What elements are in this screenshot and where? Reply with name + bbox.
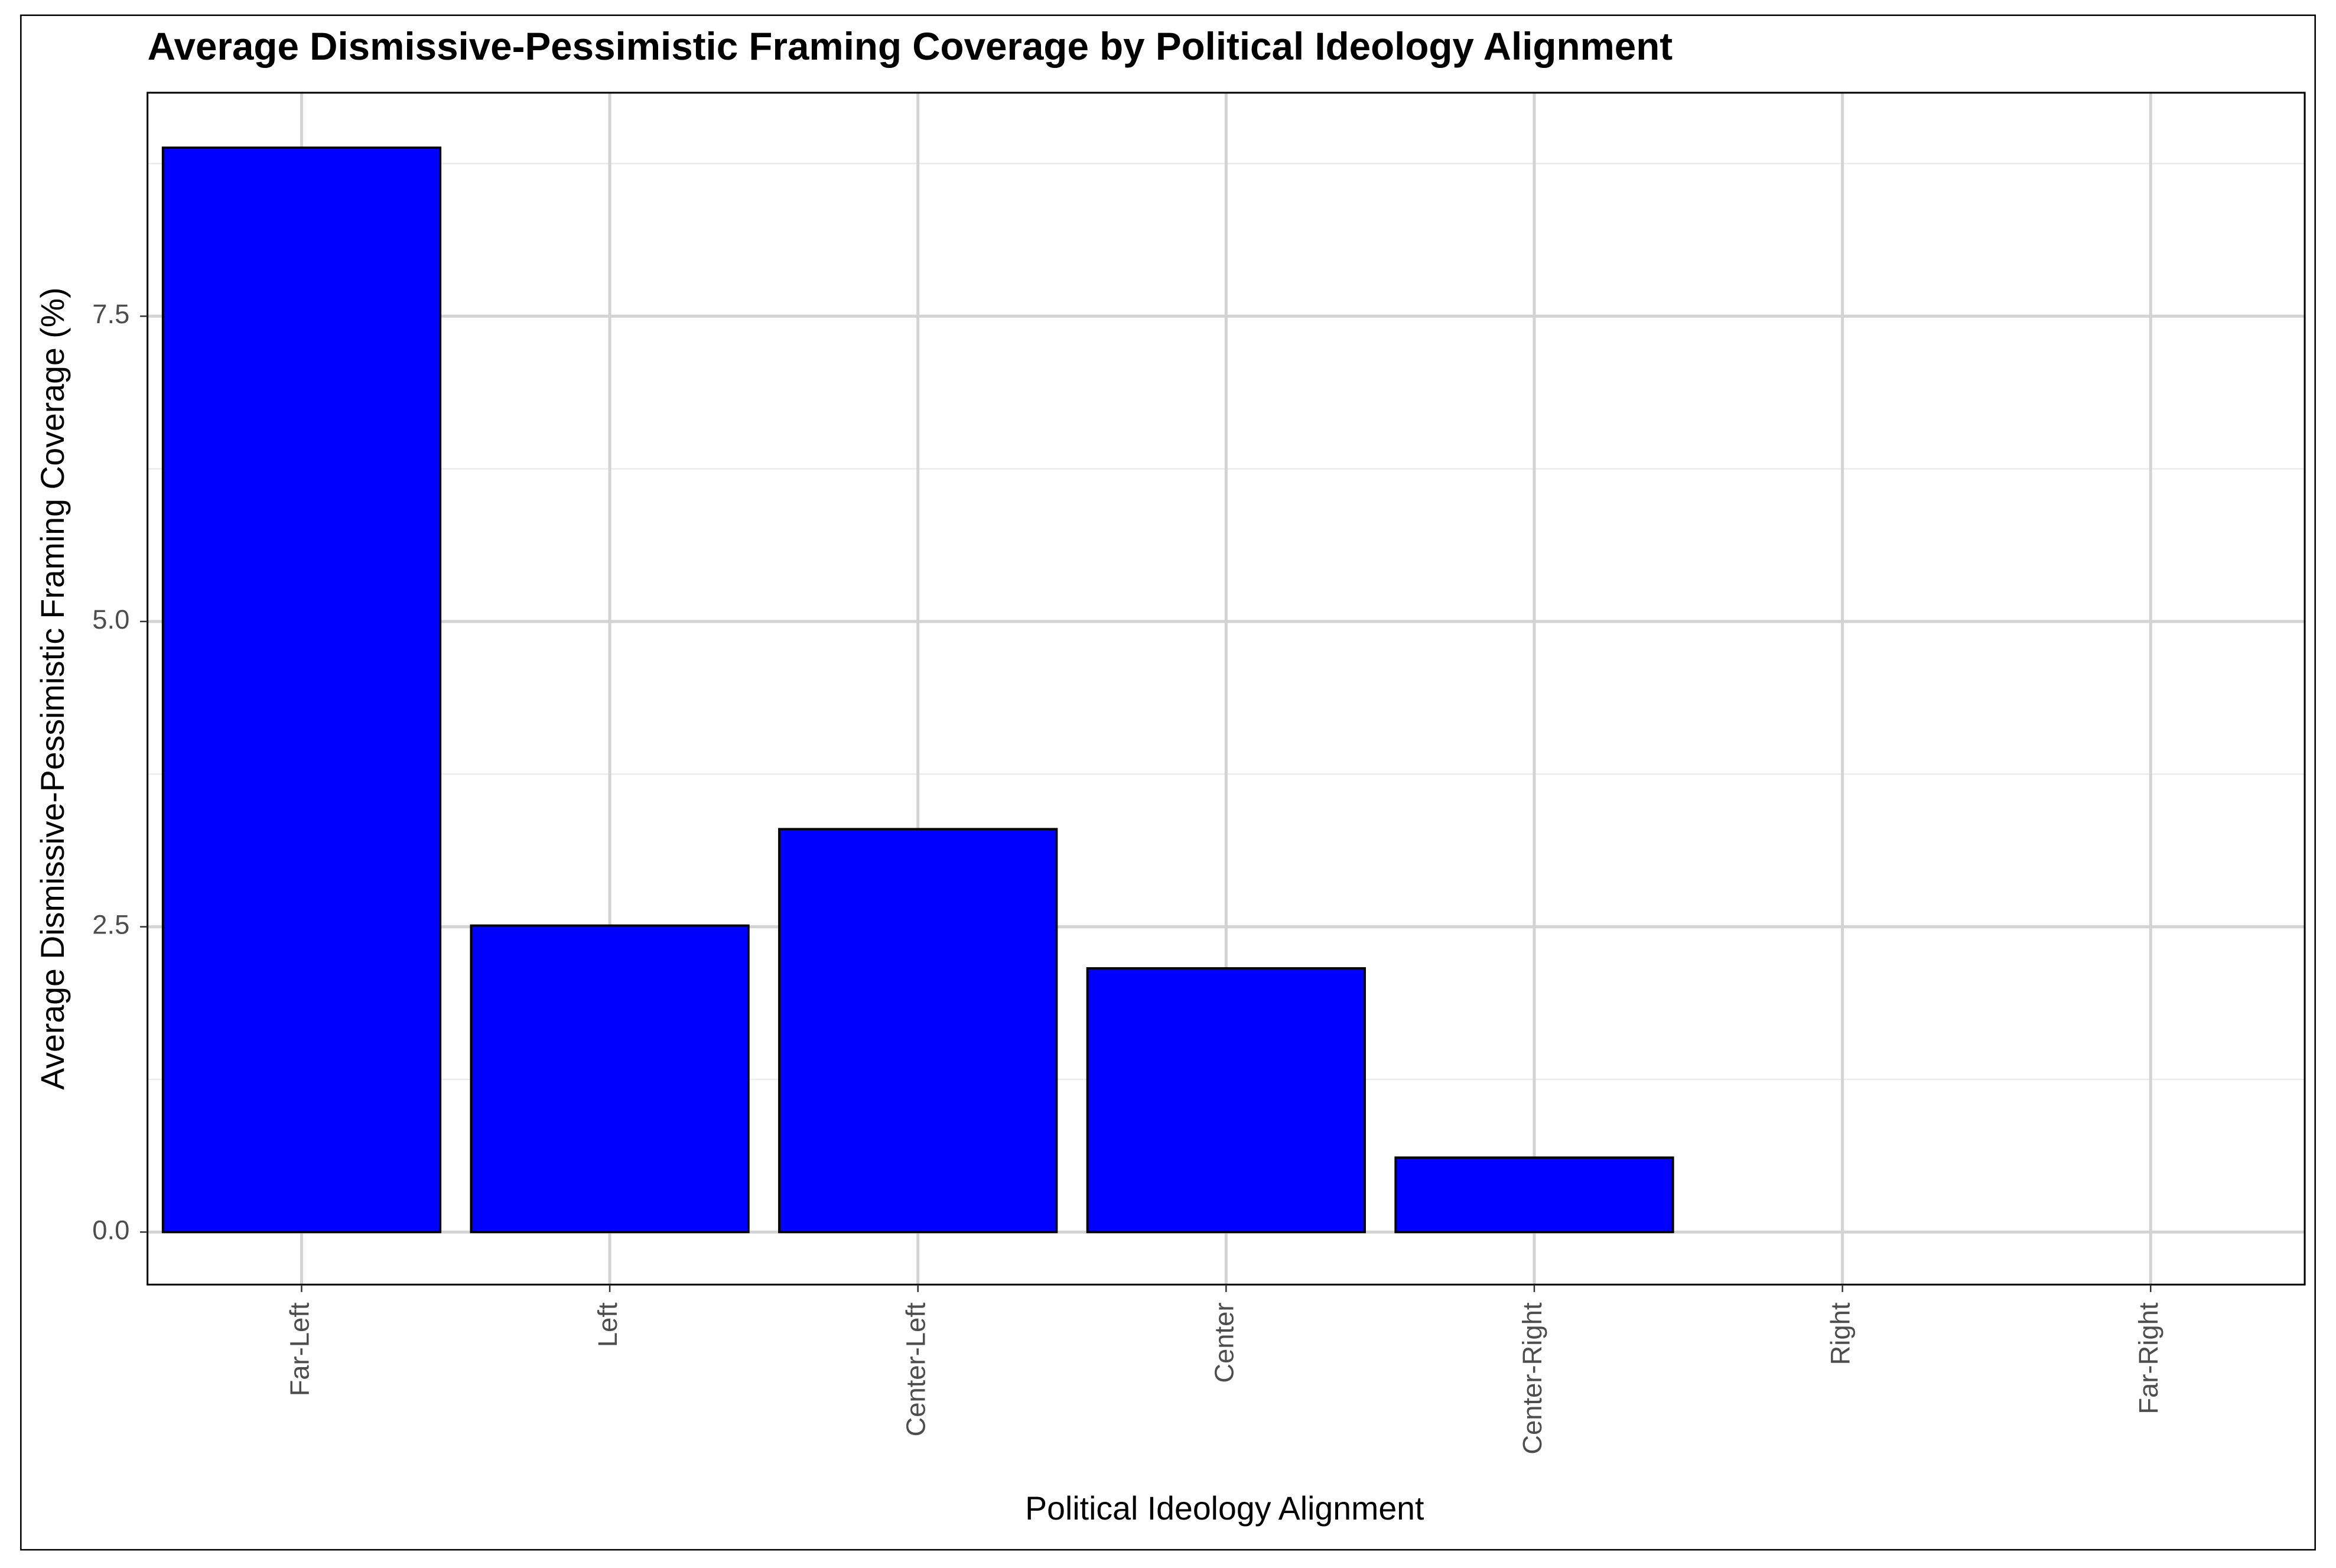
chart-title: Average Dismissive-Pessimistic Framing C… xyxy=(148,25,1673,68)
bar xyxy=(1394,1156,1674,1234)
bar xyxy=(161,147,442,1234)
y-tick-label: 2.5 xyxy=(92,910,129,940)
x-tick-label: Right xyxy=(1826,1302,1856,1365)
bar xyxy=(778,828,1058,1234)
bar xyxy=(1086,967,1366,1234)
x-tick-label: Center-Right xyxy=(1517,1302,1547,1455)
y-tick-label: 5.0 xyxy=(92,604,129,635)
y-axis-label: Average Dismissive-Pessimistic Framing C… xyxy=(34,287,71,1089)
bar xyxy=(470,924,750,1234)
y-tick-label: 7.5 xyxy=(92,299,129,329)
plot xyxy=(161,147,1674,1234)
x-tick-label: Far-Left xyxy=(284,1302,314,1396)
x-tick-label: Far-Right xyxy=(2133,1302,2163,1414)
x-axis-label: Political Ideology Alignment xyxy=(1025,1490,1424,1527)
y-tick-label: 0.0 xyxy=(92,1215,129,1245)
x-tick-label: Left xyxy=(593,1302,623,1347)
x-tick-label: Center xyxy=(1209,1303,1239,1383)
x-tick-label: Center-Left xyxy=(901,1302,931,1436)
